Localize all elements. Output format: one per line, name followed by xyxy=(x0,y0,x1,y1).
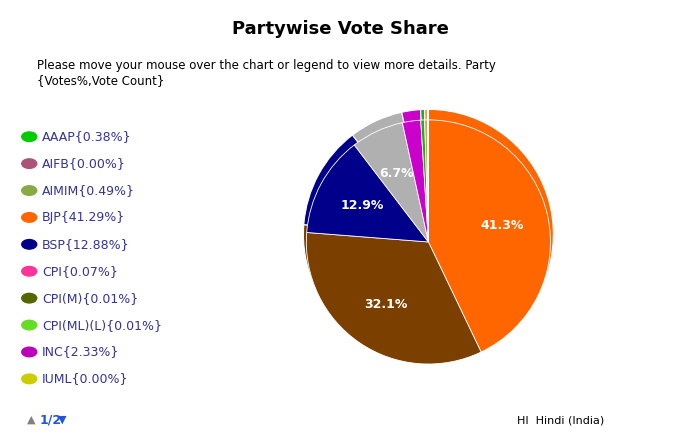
Text: CPI(ML)(L){0.01%}: CPI(ML)(L){0.01%} xyxy=(42,319,162,332)
Text: ▲: ▲ xyxy=(27,415,36,425)
Wedge shape xyxy=(402,110,428,234)
Text: 32.1%: 32.1% xyxy=(364,298,407,311)
Text: BSP{12.88%}: BSP{12.88%} xyxy=(42,238,130,251)
Text: Please move your mouse over the chart or legend to view more details. Party
{Vot: Please move your mouse over the chart or… xyxy=(37,59,496,87)
Wedge shape xyxy=(304,135,428,234)
Wedge shape xyxy=(306,233,481,364)
Text: ▼: ▼ xyxy=(58,415,67,425)
Text: 1/2: 1/2 xyxy=(39,414,62,427)
Text: AIFB{0.00%}: AIFB{0.00%} xyxy=(42,157,126,170)
Text: AAAP{0.38%}: AAAP{0.38%} xyxy=(42,130,132,143)
Wedge shape xyxy=(352,112,428,234)
Wedge shape xyxy=(428,120,551,352)
Wedge shape xyxy=(421,120,428,242)
Text: 41.3%: 41.3% xyxy=(481,219,524,232)
Wedge shape xyxy=(354,123,428,242)
Wedge shape xyxy=(424,120,428,242)
Text: INC{2.33%}: INC{2.33%} xyxy=(42,345,120,358)
Wedge shape xyxy=(424,109,428,234)
Text: CPI(M){0.01%}: CPI(M){0.01%} xyxy=(42,292,139,305)
Text: AIMIM{0.49%}: AIMIM{0.49%} xyxy=(42,184,135,197)
Wedge shape xyxy=(420,109,428,234)
Text: 12.9%: 12.9% xyxy=(340,199,384,212)
Text: IUML{0.00%}: IUML{0.00%} xyxy=(42,372,129,385)
Text: 6.7%: 6.7% xyxy=(379,167,414,180)
Wedge shape xyxy=(303,225,482,359)
Text: CPI{0.07%}: CPI{0.07%} xyxy=(42,265,118,278)
Text: Partywise Vote Share: Partywise Vote Share xyxy=(232,20,448,37)
Wedge shape xyxy=(307,145,428,242)
Wedge shape xyxy=(403,120,428,242)
Text: HI  Hindi (India): HI Hindi (India) xyxy=(517,415,604,425)
Wedge shape xyxy=(428,109,554,347)
Text: BJP{41.29%}: BJP{41.29%} xyxy=(42,211,125,224)
